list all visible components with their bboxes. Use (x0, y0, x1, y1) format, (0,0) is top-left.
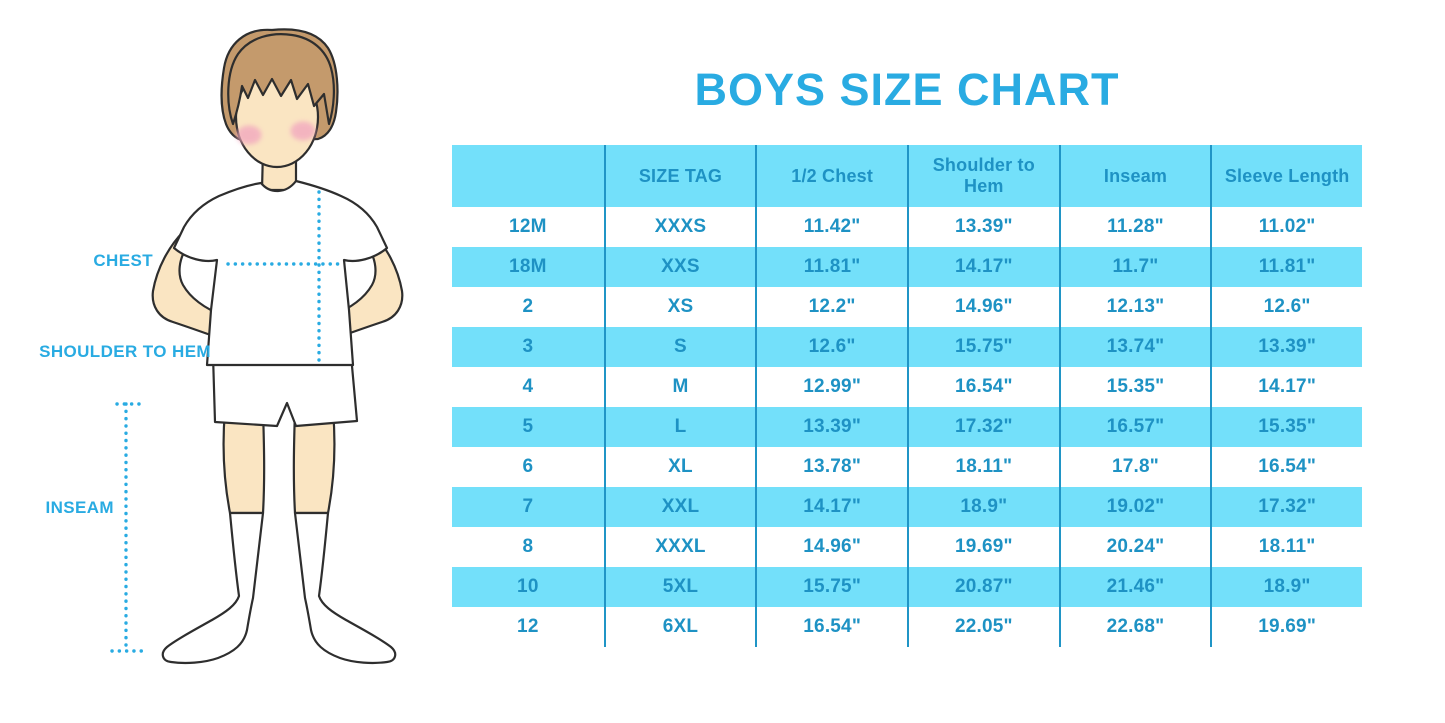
table-cell: 11.02" (1210, 207, 1362, 247)
table-cell: 11.28" (1058, 207, 1211, 247)
table-cell: L (603, 407, 756, 447)
table-cell: 18M (509, 256, 547, 278)
table-cell: 12.99" (755, 367, 907, 407)
table-cell: 18.11" (1210, 527, 1362, 567)
page-title: BOYS SIZE CHART (694, 64, 1120, 116)
table-cell: 13.39" (755, 407, 907, 447)
table-cell: 19.69" (1210, 607, 1362, 647)
table-row: 2 XS 12.2" 14.96" 12.13" 12.6" (452, 287, 1362, 327)
table-cell: 11.81" (1210, 247, 1362, 287)
table-cell: 12.6" (1210, 287, 1362, 327)
table-cell: XXXS (603, 207, 756, 247)
table-cell: 19.69" (907, 527, 1059, 567)
table-cell: 15.35" (1210, 407, 1362, 447)
inseam-label: INSEAM (45, 498, 114, 517)
table-cell: 14.96" (755, 527, 907, 567)
table-cell: 5 (522, 416, 534, 438)
table-cell: 16.54" (755, 607, 907, 647)
table-cell: 11.7" (1058, 247, 1211, 287)
sock-left (161, 511, 265, 665)
table-cell: 14.17" (907, 247, 1059, 287)
table-cell: 13.39" (1210, 327, 1362, 367)
table-row: 18M XXS 11.81" 14.17" 11.7" 11.81" (452, 247, 1362, 287)
shoulder-to-hem-label: SHOULDER TO HEM (39, 342, 211, 361)
table-cell: 18.11" (907, 447, 1059, 487)
table-cell: 12.13" (1058, 287, 1211, 327)
header-cell: 1/2 Chest (755, 145, 907, 207)
table-cell: 16.54" (1210, 447, 1362, 487)
arm-left (151, 229, 226, 340)
table-cell: XXS (603, 247, 756, 287)
table-row: 8 XXXL 14.96" 19.69" 20.24" 18.11" (452, 527, 1362, 567)
table-cell: XXXL (603, 527, 756, 567)
table-cell: 13.78" (755, 447, 907, 487)
table-cell: 13.39" (907, 207, 1059, 247)
table-cell: 17.32" (907, 407, 1059, 447)
table-row: 4 M 12.99" 16.54" 15.35" 14.17" (452, 367, 1362, 407)
tshirt (172, 179, 389, 367)
table-cell: 8 (522, 536, 534, 558)
table-row: 12M XXXS 11.42" 13.39" 11.28" 11.02" (452, 207, 1362, 247)
table-cell: 12 (517, 616, 539, 638)
table-cell: 10 (517, 576, 539, 598)
table-cell: 6 (522, 456, 534, 478)
header-cell (452, 145, 604, 207)
sock-right (293, 511, 397, 665)
table-row: 3 S 12.6" 15.75" 13.74" 13.39" (452, 327, 1362, 367)
table-cell: 15.35" (1058, 367, 1211, 407)
header-row: SIZE TAG 1/2 Chest Shoulder to Hem Inseam Sl… (452, 145, 1362, 207)
table-cell: 14.96" (907, 287, 1059, 327)
table-cell: 12M (509, 216, 547, 238)
table-cell: 6XL (603, 607, 756, 647)
table-cell: XL (603, 447, 756, 487)
table-cell: 3 (522, 336, 534, 358)
size-table: SIZE TAG 1/2 Chest Shoulder to Hem Inseam Sl… (452, 145, 1362, 647)
table-cell: XS (603, 287, 756, 327)
table-cell: 5XL (603, 567, 756, 607)
table-cell: 12.2" (755, 287, 907, 327)
table-cell: 17.8" (1058, 447, 1211, 487)
table-cell: 16.57" (1058, 407, 1211, 447)
cheek-left (236, 125, 262, 145)
table-row: 10 5XL 15.75" 20.87" 21.46" 18.9" (452, 567, 1362, 607)
chest-label: CHEST (93, 251, 153, 270)
table-cell: 11.81" (755, 247, 907, 287)
table-cell: 18.9" (907, 487, 1059, 527)
table-cell: 14.17" (1210, 367, 1362, 407)
table-cell: S (603, 327, 756, 367)
table-cell: 22.68" (1058, 607, 1211, 647)
header-cell: Shoulder to Hem (907, 145, 1059, 207)
table-cell: XXL (603, 487, 756, 527)
table-row: 7 XXL 14.17" 18.9" 19.02" 17.32" (452, 487, 1362, 527)
table-cell: M (603, 367, 756, 407)
table-cell: 12.6" (755, 327, 907, 367)
table-cell: 11.42" (755, 207, 907, 247)
table-cell: 2 (522, 296, 534, 318)
table-cell: 4 (522, 376, 534, 398)
table-cell: 20.24" (1058, 527, 1211, 567)
table-cell: 21.46" (1058, 567, 1211, 607)
table-cell: 13.74" (1058, 327, 1211, 367)
cheek-right (290, 121, 316, 141)
table-row: 12 6XL 16.54" 22.05" 22.68" 19.69" (452, 607, 1362, 647)
table-cell: 19.02" (1058, 487, 1211, 527)
hair-fringe (227, 33, 335, 126)
table-cell: 17.32" (1210, 487, 1362, 527)
table-cell: 7 (522, 496, 534, 518)
boy-illustration (110, 28, 404, 665)
header-cell: Inseam (1058, 145, 1211, 207)
table-row: 6 XL 13.78" 18.11" 17.8" 16.54" (452, 447, 1362, 487)
table-cell: 15.75" (907, 327, 1059, 367)
table-cell: 16.54" (907, 367, 1059, 407)
header-cell: SIZE TAG (603, 145, 756, 207)
table-row: 5 L 13.39" 17.32" 16.57" 15.35" (452, 407, 1362, 447)
table-cell: 18.9" (1210, 567, 1362, 607)
table-cell: 14.17" (755, 487, 907, 527)
table-cell: 15.75" (755, 567, 907, 607)
table-cell: 20.87" (907, 567, 1059, 607)
header-cell: Sleeve Length (1210, 145, 1362, 207)
table-cell: 22.05" (907, 607, 1059, 647)
